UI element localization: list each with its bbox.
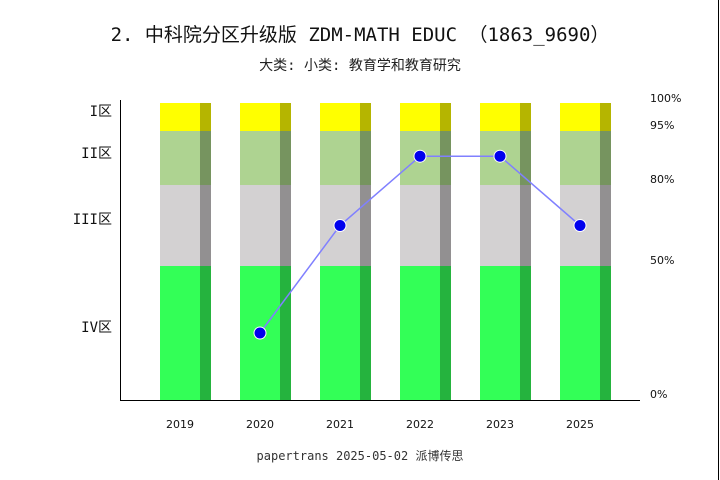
zone-label-1: I区	[89, 104, 112, 120]
bar-shade-2022-zone4	[440, 266, 451, 400]
right-tick-50: 50%	[650, 254, 675, 267]
bar-shade-2023-zone1	[520, 103, 531, 131]
bar-shade-2025-zone4	[600, 266, 611, 400]
bar-segment-2019-zone2	[160, 131, 200, 185]
bar-shade-2025-zone1	[600, 103, 611, 131]
data-point-2021	[333, 219, 347, 232]
data-point-2022	[413, 149, 427, 163]
footer-text: papertrans 2025-05-02 派博传思	[256, 449, 464, 463]
x-tick-2022: 2022	[406, 418, 434, 431]
x-tick-2021: 2021	[326, 418, 354, 431]
bar-segment-2019-zone1	[160, 103, 200, 131]
bar-segment-2019-zone3	[160, 185, 200, 266]
bar-shade-2023-zone4	[520, 266, 531, 400]
bar-shade-2023-zone3	[520, 185, 531, 266]
zone-label-4: IV区	[81, 320, 112, 336]
chart-title: 2. 中科院分区升级版 ZDM-MATH EDUC （1863_9690）	[110, 24, 610, 46]
right-tick-95: 95%	[650, 119, 675, 132]
bar-shade-2022-zone3	[440, 185, 451, 266]
x-tick-2019: 2019	[166, 418, 194, 431]
bar-segment-2025-zone1	[560, 103, 600, 131]
bar-segment-2025-zone2	[560, 131, 600, 185]
chart-subtitle: 大类: 小类: 教育学和教育研究	[259, 58, 461, 74]
bar-shade-2025-zone3	[600, 185, 611, 266]
bar-shade-2020-zone4	[280, 266, 291, 400]
right-tick-0: 0%	[650, 388, 668, 401]
bar-shade-2025-zone2	[600, 131, 611, 185]
data-point-2023	[493, 149, 507, 163]
bar-segment-2023-zone3	[480, 185, 520, 266]
bar-shade-2019-zone3	[200, 185, 211, 266]
bar-segment-2021-zone4	[320, 266, 360, 400]
bar-shade-2019-zone2	[200, 131, 211, 185]
x-tick-2023: 2023	[486, 418, 514, 431]
bar-shade-2019-zone4	[200, 266, 211, 400]
bar-shade-2022-zone1	[440, 103, 451, 131]
bar-segment-2022-zone1	[400, 103, 440, 131]
right-tick-80: 80%	[650, 173, 675, 186]
bar-shade-2021-zone2	[360, 131, 371, 185]
bar-segment-2021-zone1	[320, 103, 360, 131]
bar-shade-2021-zone4	[360, 266, 371, 400]
bar-segment-2023-zone1	[480, 103, 520, 131]
bar-segment-2025-zone4	[560, 266, 600, 400]
bar-shade-2020-zone2	[280, 131, 291, 185]
bar-segment-2022-zone3	[400, 185, 440, 266]
right-tick-100: 100%	[650, 92, 682, 105]
x-tick-2020: 2020	[246, 418, 274, 431]
x-tick-2025: 2025	[566, 418, 594, 431]
bar-segment-2023-zone4	[480, 266, 520, 400]
zone-label-2: II区	[81, 146, 112, 162]
bar-shade-2019-zone1	[200, 103, 211, 131]
bar-segment-2022-zone4	[400, 266, 440, 400]
zone-label-3: III区	[72, 212, 112, 228]
bar-segment-2020-zone1	[240, 103, 280, 131]
bar-shade-2020-zone1	[280, 103, 291, 131]
bar-shade-2022-zone2	[440, 131, 451, 185]
frame-border	[718, 0, 719, 480]
bar-segment-2020-zone3	[240, 185, 280, 266]
bar-shade-2021-zone1	[360, 103, 371, 131]
bar-shade-2021-zone3	[360, 185, 371, 266]
data-point-2020	[253, 326, 267, 340]
bar-segment-2020-zone2	[240, 131, 280, 185]
bar-shade-2020-zone3	[280, 185, 291, 266]
bar-segment-2021-zone2	[320, 131, 360, 185]
bar-segment-2019-zone4	[160, 266, 200, 400]
data-point-2025	[573, 219, 587, 232]
bar-shade-2023-zone2	[520, 131, 531, 185]
